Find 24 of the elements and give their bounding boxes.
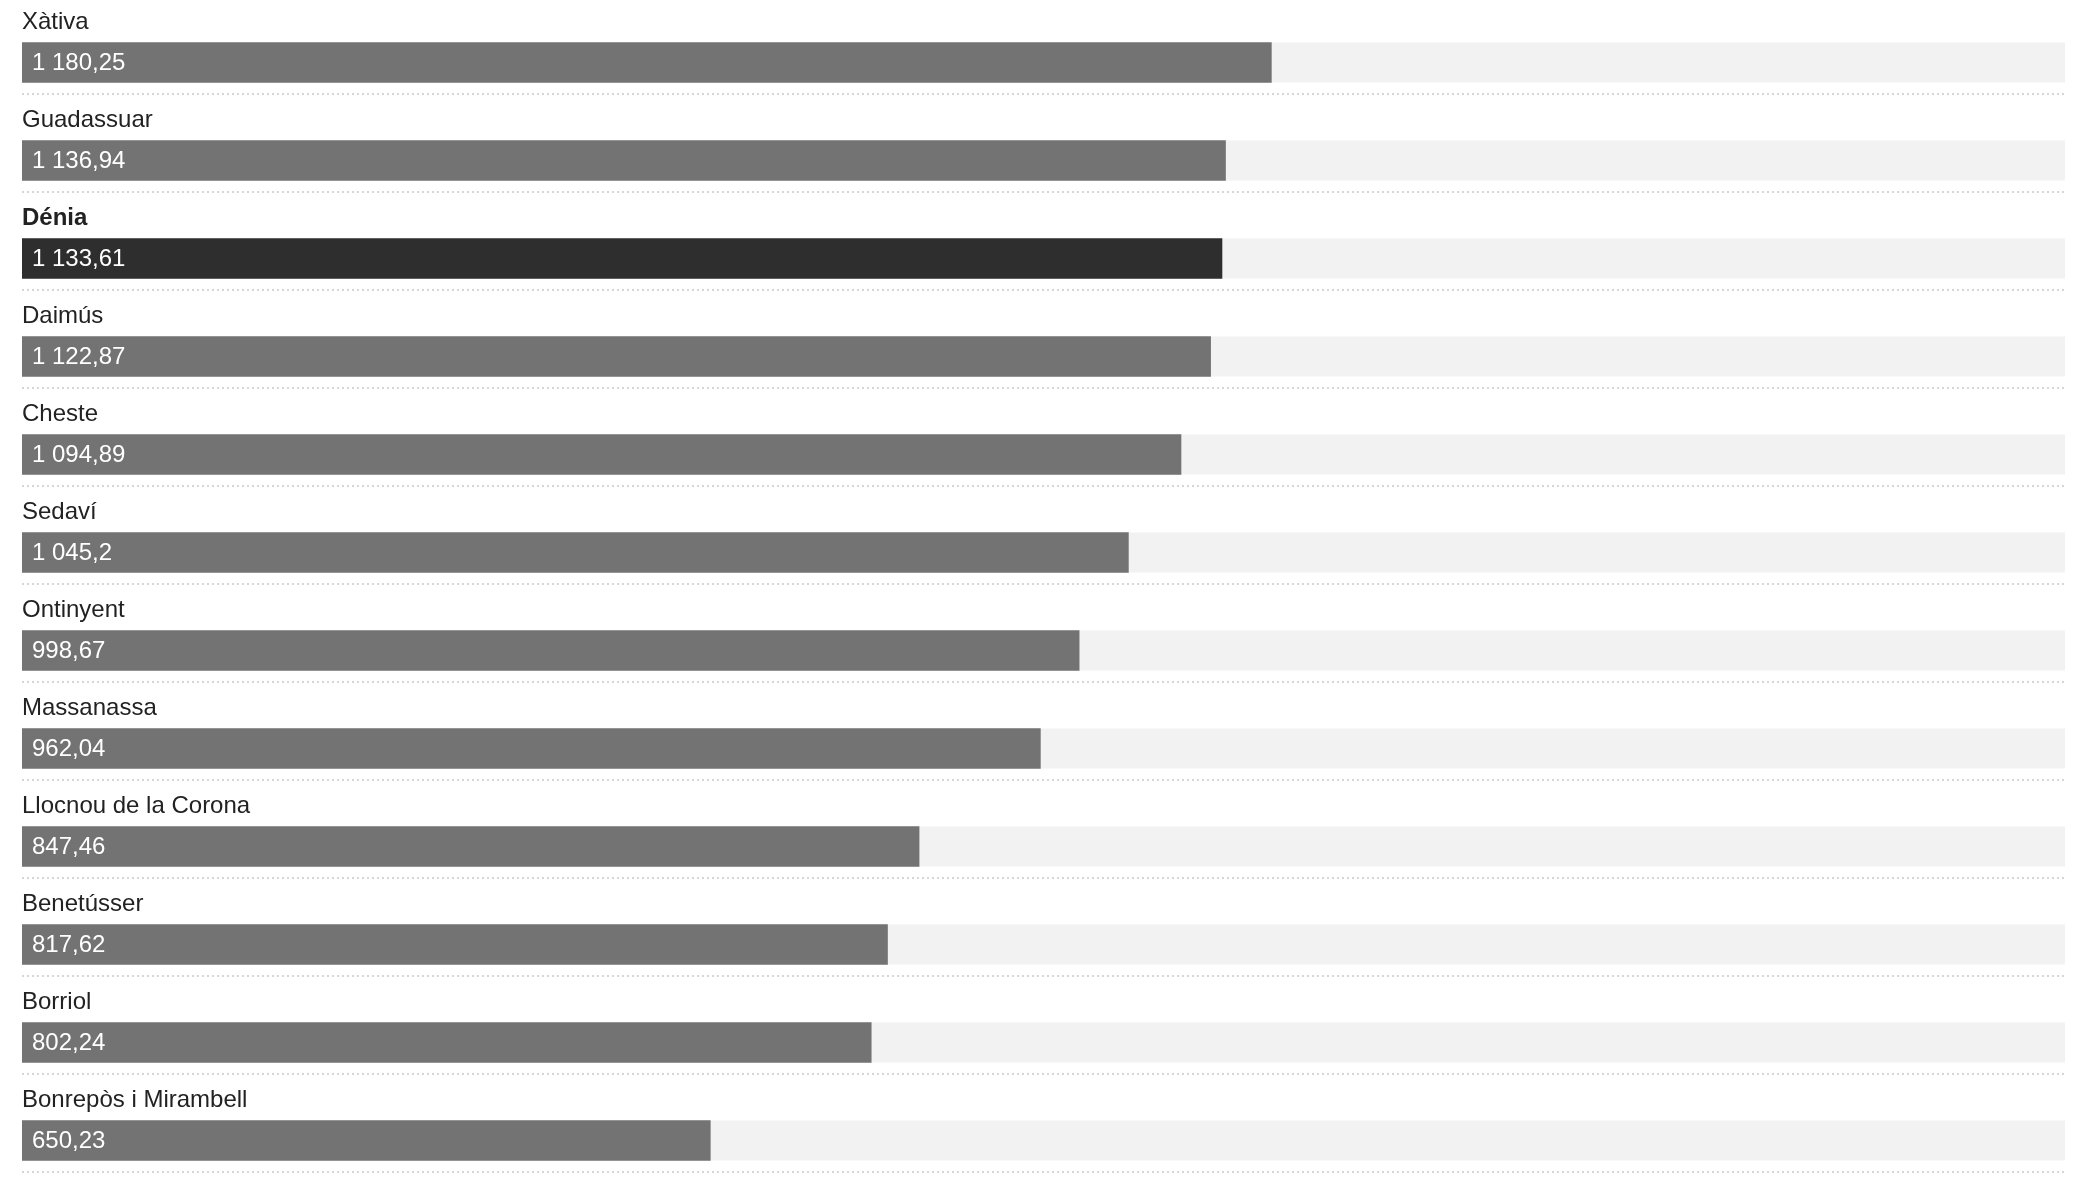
y-tick-label: Guadassuar bbox=[22, 104, 153, 132]
data-label: 962,04 bbox=[32, 734, 106, 762]
y-tick-label: Daimús bbox=[22, 300, 104, 328]
y-tick-label: Bonrepòs i Mirambell bbox=[22, 1084, 248, 1112]
data-label: 1 122,87 bbox=[32, 342, 126, 370]
data-label: 802,24 bbox=[32, 1028, 106, 1056]
y-tick-label: Massanassa bbox=[22, 692, 158, 720]
y-tick-label: Benetússer bbox=[22, 888, 144, 916]
y-tick-label: Dénia bbox=[22, 202, 89, 230]
data-label: 1 136,94 bbox=[32, 146, 126, 174]
data-label: 1 094,89 bbox=[32, 440, 126, 468]
data-label: 1 133,61 bbox=[32, 244, 126, 272]
data-label: 650,23 bbox=[32, 1126, 106, 1154]
y-tick-label: Xàtiva bbox=[22, 6, 90, 34]
data-label: 1 180,25 bbox=[32, 48, 126, 76]
data-label: 817,62 bbox=[32, 930, 106, 958]
y-tick-label: Borriol bbox=[22, 986, 92, 1014]
y-tick-label: Ontinyent bbox=[22, 594, 126, 622]
data-label: 998,67 bbox=[32, 636, 106, 664]
y-tick-label: Sedaví bbox=[22, 496, 98, 524]
data-label: 1 045,2 bbox=[32, 538, 113, 566]
y-tick-label: Llocnou de la Corona bbox=[22, 790, 251, 818]
data-label: 847,46 bbox=[32, 832, 106, 860]
y-tick-label: Cheste bbox=[22, 398, 99, 426]
